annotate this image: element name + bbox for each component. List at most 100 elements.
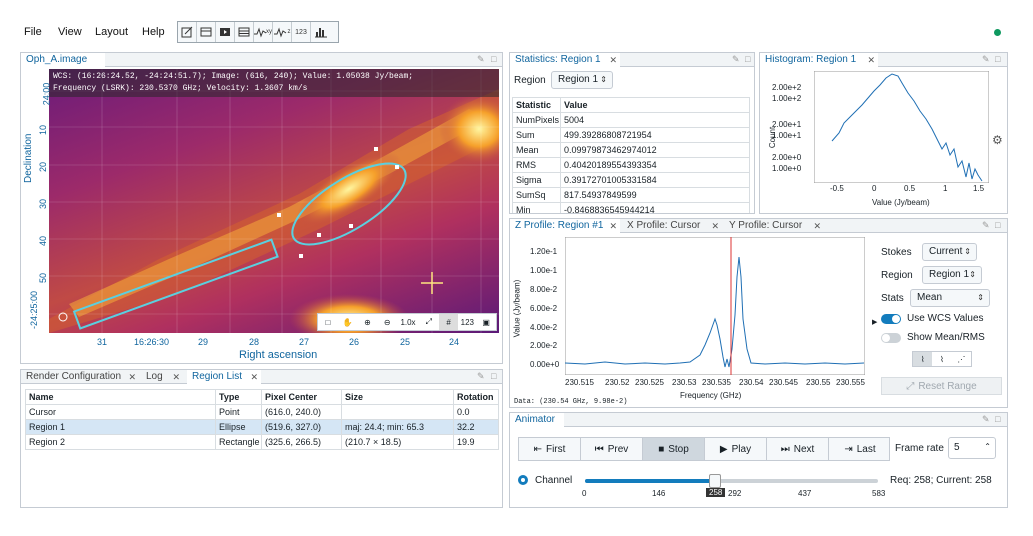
step-plot-icon[interactable]: ⌇ (940, 354, 944, 364)
layers-icon[interactable] (197, 22, 216, 42)
first-button[interactable]: ⇤ First (519, 438, 581, 460)
use-wcs-toggle[interactable] (881, 314, 901, 324)
pin-icon[interactable]: ✎ (982, 54, 990, 64)
menu-view[interactable]: View (58, 26, 82, 38)
pin-icon[interactable]: ✎ (982, 414, 990, 424)
profile-stats-select[interactable]: Mean ⇕ (910, 289, 990, 307)
reset-range-button[interactable]: ⤢ Reset Range (881, 377, 1002, 395)
zprof-xtick: 230.52 (605, 378, 630, 387)
close-icon[interactable]: ✕ (813, 221, 821, 231)
tab-y-profile[interactable]: Y Profile: Cursor ✕ (724, 219, 824, 233)
last-button[interactable]: ⇥ Last (829, 438, 891, 460)
close-icon[interactable]: ✕ (128, 372, 136, 382)
point-plot-icon[interactable]: ⋰ (957, 354, 966, 364)
play-button[interactable]: ▶ Play (705, 438, 767, 460)
tab-x-profile[interactable]: X Profile: Cursor ✕ (622, 219, 722, 233)
ra-tick: 24 (449, 337, 460, 347)
z-profile-plot[interactable] (565, 237, 865, 375)
channel-label: Channel (535, 475, 573, 486)
ra-axis-label: Right ascension (239, 349, 318, 361)
tab-histogram[interactable]: Histogram: Region 1 ✕ (760, 53, 878, 67)
stats-region-select[interactable]: Region 1 ⇕ (551, 71, 613, 89)
prev-button[interactable]: ⏮ Prev (581, 438, 643, 460)
prev-icon: ⏮ (594, 443, 604, 455)
pin-icon[interactable]: ✎ (477, 371, 485, 381)
table-row[interactable]: Region 2 Rectangle (325.6, 266.5) (210.7 × … (25, 434, 499, 450)
image-overlay (49, 69, 499, 333)
show-mean-toggle[interactable] (881, 333, 901, 343)
tab-image[interactable]: Oph_A.image (21, 53, 105, 67)
channel-radio[interactable] (518, 475, 528, 485)
next-button[interactable]: ⏭ Next (767, 438, 829, 460)
zprof-xtick: 230.545 (769, 378, 798, 387)
tab-statistics[interactable]: Statistics: Region 1 ✕ (510, 53, 620, 67)
table-row[interactable]: Region 1 Ellipse (519.6, 327.0) maj: 24.4; … (25, 419, 499, 435)
histogram-plot[interactable] (814, 71, 989, 183)
hist-ytick: 1.00e+0 (772, 164, 802, 173)
zprof-xtick: 230.55 (806, 378, 831, 387)
slider-handle[interactable] (708, 474, 721, 488)
save-icon[interactable]: ▣ (482, 317, 490, 327)
xy-profile-icon[interactable]: xy (254, 22, 273, 42)
tab-animator[interactable]: Animator (510, 413, 564, 427)
z-profile-icon[interactable]: z (273, 22, 292, 42)
close-icon[interactable]: ✕ (867, 55, 875, 65)
maximize-icon[interactable]: □ (491, 54, 497, 64)
table-icon[interactable] (235, 22, 254, 42)
close-icon[interactable]: ✕ (609, 55, 617, 65)
video-icon[interactable] (216, 22, 235, 42)
maximize-icon[interactable]: □ (745, 54, 751, 64)
grid-icon[interactable]: # (438, 314, 459, 330)
stepper-icon[interactable]: ⌃ (984, 442, 991, 451)
pin-icon[interactable]: ✎ (732, 54, 740, 64)
menu-layout[interactable]: Layout (95, 26, 129, 38)
histogram-icon[interactable] (311, 22, 330, 42)
stat-value: -0.8468836545944214 (560, 202, 750, 213)
region-select-icon[interactable]: □ (325, 317, 331, 327)
tab-render-config[interactable]: Render Configuration ✕ (21, 370, 139, 384)
table-row[interactable]: Cursor Point (616.0, 240.0) 0.0 (25, 404, 499, 420)
slider-fill (585, 479, 715, 483)
stokes-select[interactable]: Current ⇕ (922, 243, 977, 261)
maximize-icon[interactable]: □ (491, 371, 497, 381)
channel-slider[interactable] (585, 474, 878, 488)
close-icon[interactable]: ✕ (250, 372, 258, 382)
image-canvas[interactable]: WCS: (16:26:24.52, -24:24:51.7); Image: … (49, 69, 499, 333)
close-icon[interactable]: ✕ (711, 221, 719, 231)
close-icon[interactable]: ✕ (172, 372, 180, 382)
gear-icon[interactable]: ⚙ (992, 133, 1003, 147)
pin-icon[interactable]: ✎ (982, 220, 990, 230)
zprof-xtick: 230.525 (635, 378, 664, 387)
tab-region-list[interactable]: Region List ✕ (187, 370, 261, 384)
pin-icon[interactable]: ✎ (477, 54, 485, 64)
tab-z-profile[interactable]: Z Profile: Region #1 ✕ (510, 219, 620, 233)
maximize-icon[interactable]: □ (995, 414, 1001, 424)
profile-region-value: Region 1 (929, 269, 970, 280)
hist-tabbar: Histogram: Region 1 ✕ ✎ □ (760, 53, 1007, 67)
zoom-fit-icon[interactable]: ⤢ (425, 317, 432, 326)
profile-tabbar: Z Profile: Region #1 ✕ X Profile: Cursor ✕… (510, 219, 1007, 233)
new-image-icon[interactable] (178, 22, 197, 42)
line-plot-icon[interactable]: ⌇ (913, 352, 933, 366)
zoom-in-icon[interactable]: ⊕ (364, 317, 371, 327)
coord-123-icon[interactable]: 123 (460, 317, 475, 327)
frame-rate-input[interactable]: 5 ⌃ (948, 437, 996, 459)
zoom-out-icon[interactable]: ⊖ (383, 317, 391, 327)
zprof-ylabel: Value (Jy/beam) (512, 279, 522, 338)
tab-log[interactable]: Log ✕ (141, 370, 183, 384)
tab-x-profile-label: X Profile: Cursor (627, 220, 701, 231)
pan-icon[interactable]: ✋ (342, 317, 353, 327)
profile-region-select[interactable]: Region 1 ⇕ (922, 266, 982, 284)
hist-ytick: 2.00e+1 (772, 120, 802, 129)
menu-help[interactable]: Help (142, 26, 165, 38)
profile-stats-label: Stats (881, 293, 904, 304)
plot-type-group: ⌇ ⌇ ⋰ (912, 351, 972, 367)
maximize-icon[interactable]: □ (995, 54, 1001, 64)
zoom-level[interactable]: 1.0x (400, 317, 416, 327)
maximize-icon[interactable]: □ (995, 220, 1001, 230)
close-icon[interactable]: ✕ (609, 221, 617, 231)
menu-file[interactable]: File (24, 26, 42, 38)
zprof-xtick: 230.53 (672, 378, 697, 387)
stop-button[interactable]: ■ Stop (643, 438, 705, 460)
123-icon[interactable]: 123 (292, 22, 311, 42)
